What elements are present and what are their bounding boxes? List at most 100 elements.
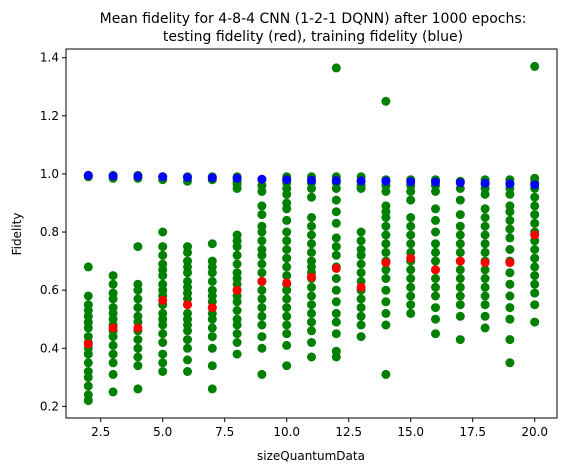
data-point-s0-328	[505, 201, 515, 211]
data-point-s0-308	[480, 221, 490, 231]
x-tick-label: 17.5	[459, 425, 486, 439]
data-point-s0-260	[406, 213, 416, 222]
data-point-s0-32	[108, 279, 118, 289]
data-point-s0-78	[183, 308, 192, 318]
data-point-s0-269	[431, 282, 440, 292]
data-point-s0-285	[455, 282, 465, 292]
data-point-s0-45	[133, 294, 143, 304]
data-point-s0-201	[331, 274, 341, 283]
series-2	[83, 170, 540, 190]
data-point-s0-236	[381, 265, 391, 275]
data-point-s0-241	[381, 221, 391, 231]
data-point-s0-325	[505, 224, 515, 234]
data-point-s2-16	[480, 178, 490, 188]
data-point-s0-106	[207, 239, 217, 249]
data-point-s0-298	[480, 311, 490, 321]
data-point-s0-161	[282, 262, 292, 272]
data-point-s0-287	[455, 265, 465, 275]
data-point-s0-198	[331, 308, 341, 318]
data-point-s0-109	[232, 349, 242, 359]
data-point-s0-273	[431, 247, 440, 257]
x-axis-label: sizeQuantumData	[257, 449, 365, 463]
data-point-s2-2	[133, 171, 143, 181]
data-point-s0-179	[307, 291, 316, 301]
data-point-s0-160	[282, 271, 292, 281]
data-point-s0-139	[257, 268, 267, 278]
data-point-s0-275	[431, 227, 440, 237]
data-point-s0-339	[530, 253, 540, 263]
data-point-s0-240	[381, 230, 391, 240]
data-point-s0-272	[431, 256, 440, 266]
data-point-s0-178	[307, 300, 316, 310]
series-0	[83, 61, 540, 406]
data-point-s1-2	[133, 323, 143, 333]
x-tick-label: 2.5	[91, 425, 110, 439]
data-point-s0-9	[83, 332, 93, 342]
data-point-s0-83	[183, 276, 192, 286]
data-point-s0-334	[530, 300, 540, 310]
data-point-s0-188	[307, 221, 316, 231]
data-point-s0-337	[530, 271, 540, 281]
data-point-s0-187	[307, 230, 316, 240]
data-point-s0-92	[207, 361, 217, 371]
data-point-s0-286	[455, 274, 465, 283]
data-point-s0-68	[158, 227, 168, 237]
data-point-s1-13	[406, 253, 416, 263]
data-point-s0-258	[406, 230, 416, 240]
data-point-s0-349	[530, 173, 540, 183]
data-point-s0-238	[381, 247, 391, 257]
data-point-s0-122	[232, 250, 242, 260]
data-point-s0-213	[356, 332, 366, 342]
data-point-s0-324	[505, 233, 515, 243]
data-point-s0-55	[158, 329, 168, 339]
data-point-s0-51	[158, 367, 168, 376]
data-point-s1-10	[331, 263, 341, 273]
data-point-s0-174	[307, 338, 316, 347]
data-point-s0-151	[282, 361, 292, 371]
data-point-s0-293	[455, 210, 465, 220]
data-point-s0-268	[431, 291, 440, 301]
data-point-s1-9	[307, 272, 316, 282]
data-point-s0-71	[183, 367, 192, 376]
data-point-s0-265	[431, 329, 440, 339]
data-point-s0-66	[158, 250, 168, 260]
data-point-s0-309	[480, 213, 490, 222]
data-point-s1-14	[431, 265, 440, 275]
data-point-s0-180	[307, 282, 316, 292]
data-point-s0-21	[108, 358, 118, 368]
data-point-s2-6	[232, 173, 242, 183]
data-point-s0-136	[257, 294, 267, 304]
data-point-s0-274	[431, 239, 440, 249]
data-point-s0-282	[455, 311, 465, 321]
data-point-s0-208	[331, 195, 341, 205]
data-point-s0-315	[505, 358, 515, 368]
data-point-s0-162	[282, 253, 292, 263]
data-point-s0-120	[232, 268, 242, 278]
data-point-s0-319	[505, 291, 515, 301]
data-point-s1-1	[108, 323, 118, 333]
data-point-s0-344	[530, 210, 540, 220]
x-tick-label: 20.0	[521, 425, 548, 439]
y-tick-label: 0.6	[40, 283, 59, 297]
x-tick-label: 12.5	[335, 425, 362, 439]
data-point-s1-7	[257, 276, 267, 286]
data-point-s0-212	[331, 63, 341, 73]
y-tick-label: 0.8	[40, 225, 59, 239]
data-point-s0-165	[282, 227, 292, 237]
data-point-s0-336	[530, 279, 540, 289]
data-point-s0-224	[356, 236, 366, 246]
data-point-s0-221	[356, 259, 366, 269]
data-point-s0-54	[158, 338, 168, 347]
data-point-s0-248	[381, 96, 391, 106]
data-point-s0-343	[530, 218, 540, 228]
data-point-s0-215	[356, 311, 366, 321]
data-point-s0-346	[530, 192, 540, 202]
data-point-s1-0	[83, 339, 93, 349]
data-point-s0-270	[431, 274, 440, 283]
data-point-s2-11	[356, 176, 366, 186]
data-point-s0-283	[455, 300, 465, 310]
plot-frame	[65, 48, 558, 419]
data-point-s0-267	[431, 303, 440, 313]
data-point-s0-72	[183, 355, 192, 365]
data-point-s0-232	[381, 308, 391, 318]
